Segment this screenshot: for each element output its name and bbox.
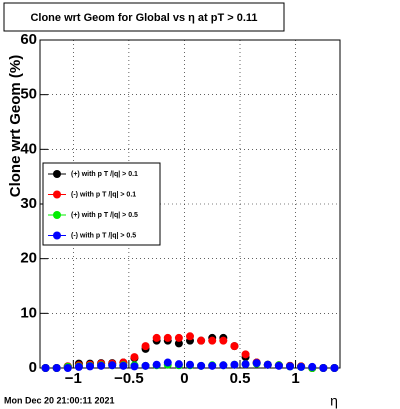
y-tick-label: 60 [20, 31, 37, 48]
data-point [174, 333, 183, 342]
data-point [41, 364, 50, 372]
legend-marker [53, 211, 61, 219]
data-point [141, 361, 150, 370]
data-point [152, 360, 161, 369]
data-point [230, 342, 239, 351]
legend-label: (-) with p T /|q| > 0.5 [71, 232, 136, 239]
data-point [163, 333, 172, 342]
footer-date: Mon Dec 20 21:00:11 2021 [4, 395, 115, 405]
x-tick-label: 0 [180, 370, 188, 387]
legend-marker [53, 170, 61, 178]
data-point [186, 332, 194, 341]
data-point [163, 358, 172, 367]
data-point [174, 339, 183, 348]
data-point [152, 333, 161, 342]
legend-marker [53, 190, 61, 199]
data-point [74, 362, 83, 371]
data-point [230, 360, 239, 369]
y-tick-label: 20 [20, 250, 37, 267]
data-point [141, 342, 150, 351]
y-axis-label: Clone wrt Geom (%) [7, 55, 24, 198]
data-point [252, 359, 261, 368]
data-point [330, 364, 339, 372]
data-point [219, 336, 228, 345]
y-tick-label: 40 [20, 140, 37, 157]
y-tick-label: 50 [20, 86, 37, 103]
x-axis-label: η [330, 393, 338, 409]
x-tick-label: −1 [65, 370, 82, 387]
data-point [197, 336, 206, 345]
y-tick-label: 0 [29, 359, 37, 376]
data-point [241, 350, 250, 359]
data-point [263, 360, 272, 369]
x-tick-label: 1 [291, 370, 299, 387]
data-point [186, 360, 194, 369]
data-point [219, 361, 228, 370]
data-point [130, 362, 139, 371]
chart-title: Clone wrt Geom for Global vs η at pT > 0… [30, 12, 257, 24]
data-point [119, 361, 128, 370]
data-point [86, 362, 94, 371]
x-tick-label: −0.5 [114, 370, 144, 387]
data-point [52, 364, 61, 372]
data-point [130, 353, 139, 362]
legend-marker [53, 231, 61, 240]
data-point [208, 361, 217, 370]
x-tick-label: 0.5 [230, 370, 251, 387]
data-point [63, 364, 72, 372]
data-point [274, 361, 283, 370]
data-point [174, 360, 183, 369]
data-point [197, 361, 206, 370]
legend-label: (-) with p T /|q| > 0.1 [71, 191, 136, 198]
legend-label: (+) with p T /|q| > 0.1 [71, 171, 138, 178]
data-point [286, 362, 294, 371]
y-tick-label: 10 [20, 304, 37, 321]
data-point [297, 362, 306, 371]
data-point [319, 364, 328, 372]
title-box [3, 2, 285, 32]
y-tick-label: 30 [20, 195, 37, 212]
data-point [241, 360, 250, 369]
data-point [308, 362, 317, 371]
legend-label: (+) with p T /|q| > 0.5 [71, 212, 138, 219]
data-point [97, 361, 106, 370]
data-point [108, 361, 117, 370]
data-point [208, 336, 217, 345]
legend-box [42, 162, 161, 246]
